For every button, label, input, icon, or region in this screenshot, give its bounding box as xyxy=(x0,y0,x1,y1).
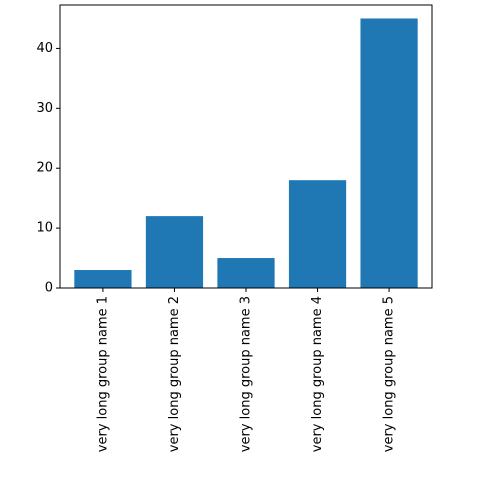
y-tick-label: 0 xyxy=(45,281,53,296)
bar-4 xyxy=(288,180,347,288)
y-tick-label: 40 xyxy=(36,41,53,56)
bar-3 xyxy=(217,258,275,288)
x-tick-label: very long group name 2 xyxy=(167,296,182,452)
y-tick-label: 30 xyxy=(36,101,53,116)
y-tick-label: 20 xyxy=(36,161,53,176)
y-tick-label: 10 xyxy=(36,221,53,236)
x-tick-label: very long group name 1 xyxy=(95,296,110,452)
bar-1 xyxy=(74,270,132,288)
bar-2 xyxy=(145,216,204,288)
x-tick-label: very long group name 3 xyxy=(239,296,254,452)
x-tick-label: very long group name 4 xyxy=(310,296,325,452)
bar-5 xyxy=(360,18,418,288)
plot-area: 0 10 20 30 40 very long group name 1 very long… xyxy=(36,4,433,452)
x-tick-label: very long group name 5 xyxy=(382,296,397,452)
